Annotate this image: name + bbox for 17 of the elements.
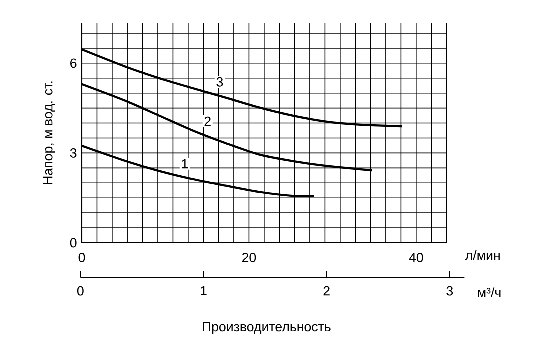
x2-tick-label: 1 bbox=[201, 286, 207, 296]
text: Производительность bbox=[203, 322, 331, 334]
x2-tick-label: 0 bbox=[77, 286, 84, 296]
x2-tick-label: 3 bbox=[446, 286, 454, 296]
y-axis-title: Напор, м вод. ст. bbox=[43, 82, 56, 184]
x2-tick-label: 2 bbox=[324, 286, 330, 296]
x-tick-label: 0 bbox=[78, 253, 86, 262]
x-axis-title: л/мин bbox=[465, 250, 500, 260]
series-label: 3 bbox=[216, 77, 224, 87]
y-tick-label: 3 bbox=[70, 148, 77, 158]
x2-axis-title: м³/ч bbox=[478, 288, 501, 298]
x-tick-label: 40 bbox=[409, 253, 424, 262]
y-tick-label: 6 bbox=[70, 58, 77, 68]
series-label: 2 bbox=[204, 116, 211, 126]
x-tick-label: 20 bbox=[242, 253, 256, 262]
series-label: 1 bbox=[182, 159, 188, 169]
y-tick-label: 0 bbox=[70, 238, 77, 248]
